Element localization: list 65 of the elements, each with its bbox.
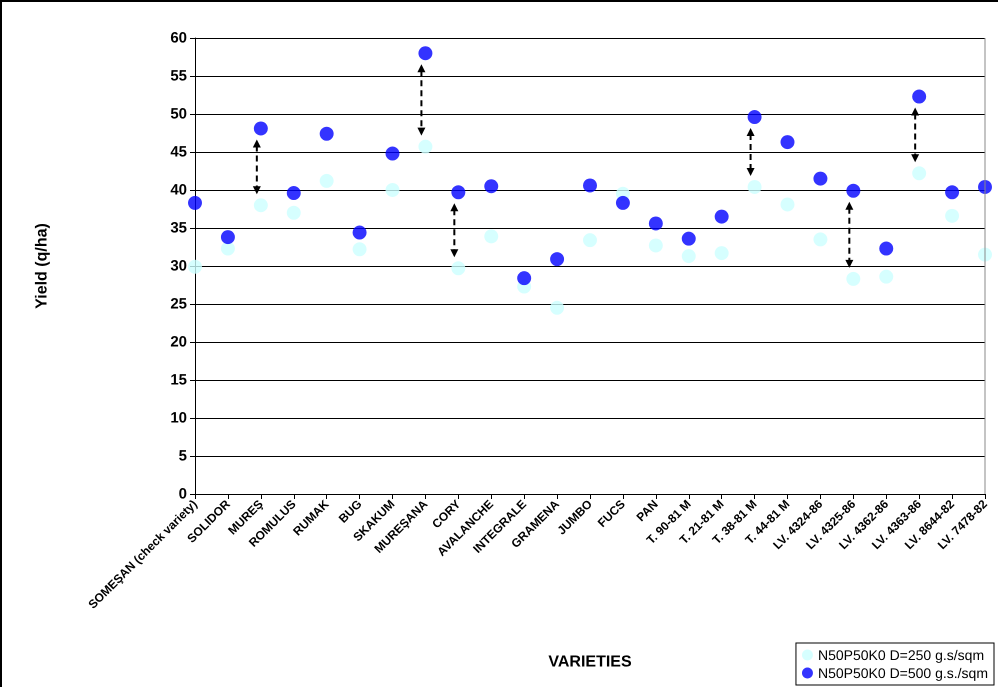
point bbox=[682, 249, 696, 264]
legend-label: N50P50K0 D=250 g.s/sqm bbox=[818, 647, 984, 663]
y-axis-title: Yield (q/ha) bbox=[34, 223, 50, 309]
point bbox=[286, 206, 301, 220]
point bbox=[352, 242, 367, 256]
point bbox=[780, 135, 794, 150]
point bbox=[879, 242, 894, 256]
point bbox=[484, 229, 498, 244]
point bbox=[648, 216, 663, 230]
y-tick-label: 10 bbox=[170, 410, 187, 426]
point bbox=[352, 226, 367, 240]
y-tick-label: 35 bbox=[170, 220, 187, 236]
point bbox=[813, 232, 828, 246]
y-tick-label: 25 bbox=[170, 296, 187, 312]
point bbox=[418, 46, 432, 60]
point bbox=[451, 185, 466, 200]
legend-label: N50P50K0 D=500 g.s./sqm bbox=[818, 665, 988, 681]
point bbox=[616, 196, 630, 210]
point bbox=[714, 210, 729, 224]
y-tick-label: 55 bbox=[170, 68, 187, 84]
point bbox=[583, 233, 597, 248]
point bbox=[188, 260, 202, 274]
x-axis-title: VARIETIES bbox=[548, 654, 632, 670]
point bbox=[220, 242, 235, 256]
y-tick-label: 30 bbox=[170, 258, 187, 274]
point bbox=[286, 186, 301, 200]
point bbox=[517, 271, 532, 286]
point bbox=[813, 172, 828, 186]
point bbox=[386, 183, 400, 197]
y-tick-label: 15 bbox=[170, 372, 187, 388]
point bbox=[912, 90, 926, 104]
point bbox=[748, 180, 762, 194]
point bbox=[978, 180, 992, 194]
y-tick-label: 40 bbox=[170, 182, 187, 198]
point bbox=[912, 166, 926, 180]
point bbox=[484, 179, 498, 194]
point bbox=[682, 232, 696, 246]
point bbox=[846, 272, 860, 286]
point bbox=[648, 238, 663, 252]
point bbox=[879, 270, 894, 284]
point bbox=[748, 110, 762, 124]
point bbox=[550, 252, 564, 266]
point bbox=[320, 174, 334, 188]
y-tick-label: 0 bbox=[178, 486, 187, 502]
point bbox=[254, 121, 268, 136]
point bbox=[714, 246, 729, 260]
y-tick-label: 45 bbox=[170, 144, 187, 160]
point bbox=[320, 126, 334, 141]
point bbox=[945, 208, 960, 223]
point bbox=[254, 198, 268, 212]
y-tick-label: 5 bbox=[178, 448, 187, 464]
point bbox=[386, 146, 400, 161]
y-tick-label: 20 bbox=[170, 334, 187, 350]
point bbox=[188, 196, 202, 210]
point bbox=[451, 261, 466, 276]
point bbox=[220, 230, 235, 244]
point bbox=[550, 300, 564, 315]
point bbox=[978, 248, 992, 262]
point bbox=[846, 184, 860, 198]
point bbox=[945, 185, 960, 200]
y-tick-label: 60 bbox=[170, 30, 187, 46]
y-tick-label: 50 bbox=[170, 106, 187, 122]
point bbox=[583, 178, 597, 192]
point bbox=[780, 197, 794, 212]
point bbox=[418, 140, 432, 154]
